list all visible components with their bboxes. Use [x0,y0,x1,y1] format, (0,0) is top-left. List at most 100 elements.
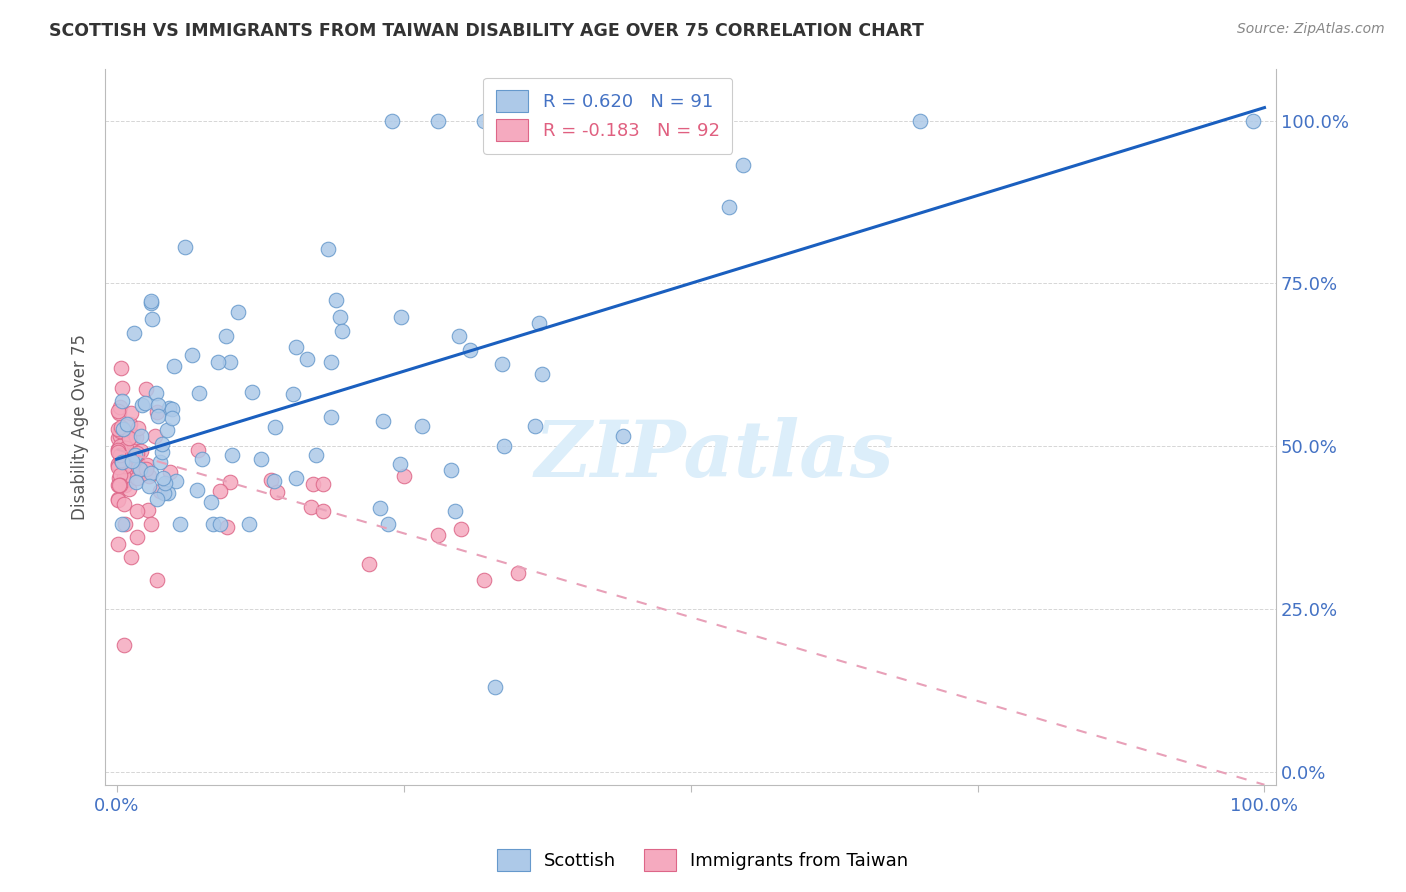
Point [138,502,160,516]
Point [565,113,588,128]
Point [127,458,149,472]
Point [200,495,222,509]
Point [208,483,231,498]
Point [107,460,129,475]
Point [120,549,142,564]
Point [524,419,547,434]
Point [146,409,169,423]
Point [141,296,163,310]
Text: ZIPatlas: ZIPatlas [534,417,894,493]
Point [108,406,131,420]
Point [108,471,131,485]
Point [458,343,481,357]
Point [107,493,129,508]
Point [389,310,412,324]
Point [150,445,173,459]
Point [159,465,181,479]
Point [111,422,134,436]
Point [180,348,202,362]
Point [114,462,136,476]
Point [263,474,285,488]
Point [111,424,134,438]
Point [107,491,129,506]
Point [108,477,131,491]
Point [108,429,131,443]
Point [125,475,148,490]
Point [165,474,187,488]
Point [111,442,134,456]
Point [444,503,467,517]
Point [121,428,143,442]
Point [110,424,132,438]
Point [427,113,450,128]
Point [312,504,335,518]
Point [127,504,149,518]
Point [472,573,495,587]
Point [141,516,163,531]
Point [107,431,129,445]
Point [718,200,741,214]
Point [174,240,197,254]
Point [121,456,143,470]
Legend: R = 0.620   N = 91, R = -0.183   N = 92: R = 0.620 N = 91, R = -0.183 N = 92 [484,78,733,154]
Point [127,448,149,462]
Point [135,458,157,472]
Point [110,439,132,453]
Point [114,517,136,532]
Point [381,113,404,128]
Point [112,464,135,478]
Point [153,476,176,491]
Point [127,459,149,474]
Point [494,439,516,453]
Point [124,448,146,462]
Point [283,387,305,401]
Point [450,522,472,536]
Point [122,326,145,341]
Point [219,475,242,489]
Point [107,444,129,458]
Point [131,398,153,412]
Point [519,113,541,128]
Point [250,452,273,467]
Point [146,398,169,412]
Point [127,421,149,435]
Point [411,418,433,433]
Point [145,386,167,401]
Point [146,405,169,419]
Point [129,444,152,458]
Point [449,329,471,343]
Point [160,402,183,417]
Point [111,455,134,469]
Point [127,446,149,460]
Point [141,293,163,308]
Point [110,468,132,483]
Point [150,436,173,450]
Point [226,305,249,319]
Point [201,517,224,532]
Point [527,316,550,330]
Point [115,442,138,456]
Point [329,310,352,325]
Point [145,429,167,443]
Point [107,442,129,456]
Point [138,478,160,492]
Point [112,449,135,463]
Point [359,557,381,571]
Point [108,448,131,462]
Point [122,449,145,463]
Point [114,478,136,492]
Point [217,520,239,534]
Point [138,469,160,483]
Point [188,385,211,400]
Point [163,359,186,373]
Point [491,357,513,371]
Point [107,404,129,418]
Point [112,497,135,511]
Point [107,477,129,491]
Point [117,425,139,440]
Text: SCOTTISH VS IMMIGRANTS FROM TAIWAN DISABILITY AGE OVER 75 CORRELATION CHART: SCOTTISH VS IMMIGRANTS FROM TAIWAN DISAB… [49,22,924,40]
Point [264,420,287,434]
Point [112,470,135,484]
Point [120,406,142,420]
Point [215,329,238,343]
